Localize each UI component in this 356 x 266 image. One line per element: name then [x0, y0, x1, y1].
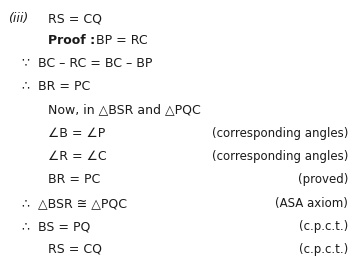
Text: (iii): (iii) [8, 12, 28, 25]
Text: (proved): (proved) [298, 173, 348, 186]
Text: (c.p.c.t.): (c.p.c.t.) [299, 220, 348, 233]
Text: RS = CQ: RS = CQ [48, 243, 102, 256]
Text: Proof :: Proof : [48, 34, 95, 47]
Text: Now, in △BSR and △PQC: Now, in △BSR and △PQC [48, 103, 201, 116]
Text: ∴  BS = PQ: ∴ BS = PQ [22, 220, 90, 233]
Text: BP = RC: BP = RC [96, 34, 148, 47]
Text: (ASA axiom): (ASA axiom) [275, 197, 348, 210]
Text: ∠R = ∠C: ∠R = ∠C [48, 150, 107, 163]
Text: ∵  BC – RC = BC – BP: ∵ BC – RC = BC – BP [22, 57, 152, 70]
Text: (c.p.c.t.): (c.p.c.t.) [299, 243, 348, 256]
Text: RS = CQ: RS = CQ [48, 12, 102, 25]
Text: ∠B = ∠P: ∠B = ∠P [48, 127, 105, 140]
Text: ∴  △BSR ≅ △PQC: ∴ △BSR ≅ △PQC [22, 197, 127, 210]
Text: ∴  BR = PC: ∴ BR = PC [22, 80, 90, 93]
Text: BR = PC: BR = PC [48, 173, 100, 186]
Text: (corresponding angles): (corresponding angles) [212, 127, 349, 140]
Text: (corresponding angles): (corresponding angles) [212, 150, 349, 163]
